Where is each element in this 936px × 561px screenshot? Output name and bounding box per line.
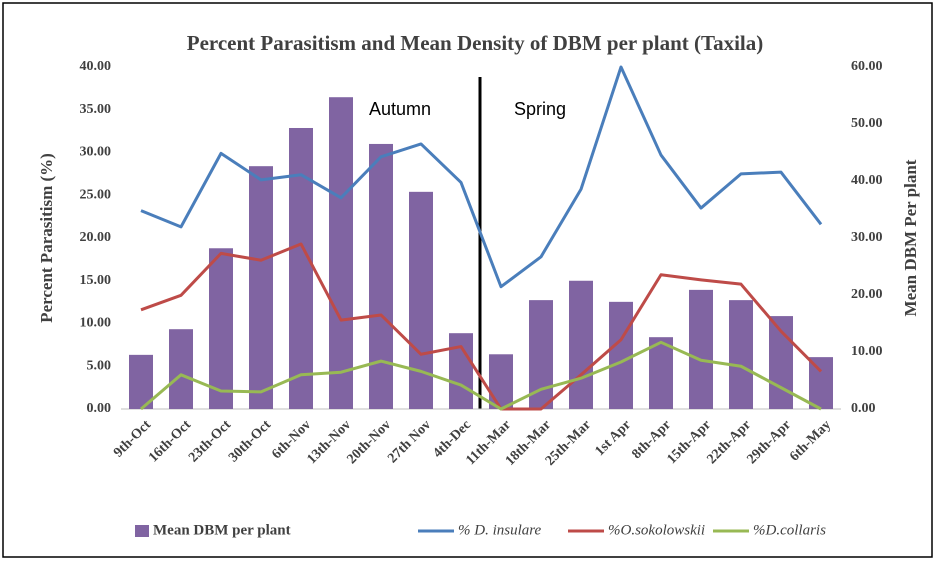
legend-swatch	[135, 525, 149, 537]
bar	[449, 333, 473, 409]
bar	[329, 97, 353, 410]
legend-label: Mean DBM per plant	[153, 522, 291, 538]
bar	[689, 289, 713, 409]
annotation: Autumn	[369, 99, 431, 119]
y-tick-label: 10.00	[80, 316, 112, 331]
legend-label: %O.sokolowskii	[608, 522, 705, 538]
bar	[369, 143, 393, 409]
y-tick-label: 30.00	[80, 145, 112, 160]
bar	[129, 354, 153, 409]
chart-title: Percent Parasitism and Mean Density of D…	[187, 31, 764, 55]
y-tick-label: 15.00	[80, 273, 112, 288]
bar	[249, 166, 273, 409]
y2-axis-label: Mean DBM Per plant	[901, 159, 920, 316]
bar	[289, 127, 313, 410]
y-tick-label: 35.00	[80, 102, 112, 117]
legend-label: %D.collaris	[753, 522, 826, 538]
bar	[569, 280, 593, 409]
bar	[649, 337, 673, 409]
line-series	[140, 340, 822, 411]
bar	[169, 329, 193, 409]
y2-tick-label: 30.00	[851, 230, 883, 245]
bar	[209, 248, 233, 409]
bar	[409, 191, 433, 409]
bar	[609, 301, 633, 409]
annotation: Spring	[514, 99, 566, 119]
y2-tick-label: 50.00	[851, 116, 883, 131]
y2-tick-label: 40.00	[851, 173, 883, 188]
legend-label: % D. insulare	[458, 522, 542, 538]
line-series	[140, 242, 823, 411]
y2-tick-label: 10.00	[851, 344, 883, 359]
line-series	[140, 65, 823, 289]
y-tick-label: 20.00	[80, 230, 112, 245]
y2-tick-label: 20.00	[851, 287, 883, 302]
y2-tick-label: 60.00	[851, 59, 883, 74]
y2-tick-label: 0.00	[851, 401, 876, 416]
y-tick-label: 0.00	[87, 401, 112, 416]
y-tick-label: 5.00	[87, 358, 112, 373]
bar	[809, 357, 833, 409]
y-axis-label: Percent Parasitism (%)	[37, 153, 56, 323]
bar	[489, 354, 513, 409]
bar	[729, 300, 753, 409]
y-tick-label: 25.00	[80, 187, 112, 202]
y-tick-label: 40.00	[80, 59, 112, 74]
